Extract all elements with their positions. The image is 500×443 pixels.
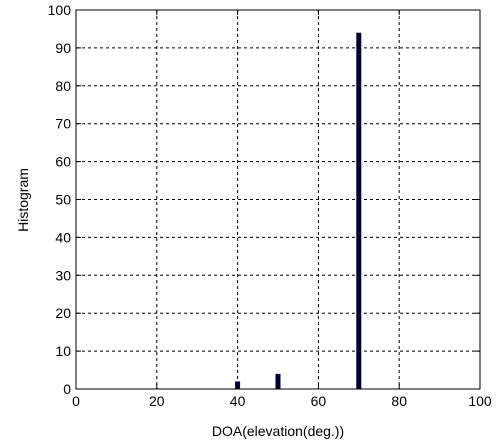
y-tick-label: 80 [55,78,71,94]
bar [356,32,362,390]
y-tick-label: 10 [55,343,71,359]
x-tick-label: 20 [149,393,165,409]
x-tick-label: 60 [311,393,327,409]
y-tick-label: 40 [55,229,71,245]
y-tick-label: 100 [48,2,72,18]
y-tick-label: 60 [55,154,71,170]
grid-lines [76,10,480,389]
y-tick-label: 0 [63,381,71,397]
y-tick-label: 70 [55,116,71,132]
y-tick-label: 30 [55,267,71,283]
x-tick-label: 80 [391,393,407,409]
y-tick-label: 90 [55,40,71,56]
y-tick-label: 20 [55,305,71,321]
y-axis-label: Histogram [15,168,31,232]
y-tick-label: 50 [55,192,71,208]
bar [275,373,281,389]
ticks: 0 20 40 60 80 100 0 10 20 30 40 50 60 70 80 90 100 [48,2,492,409]
x-axis-label: DOA(elevation(deg.)) [212,423,344,439]
x-tick-label: 40 [230,393,246,409]
x-tick-label: 0 [72,393,80,409]
x-tick-label: 100 [468,393,492,409]
